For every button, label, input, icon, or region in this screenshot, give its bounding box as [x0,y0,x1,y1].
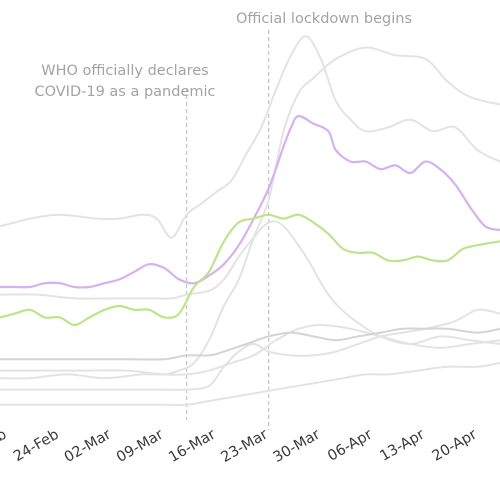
series-line [0,327,500,361]
series-line [0,35,500,239]
series-lines [0,35,500,407]
x-tick-label: 30-Mar [271,427,323,466]
series-line [0,308,500,391]
series-line [0,362,500,407]
series-line [0,220,500,345]
annotation-text: COVID-19 as a pandemic [34,84,215,100]
x-tick-label: 20-Apr [430,427,480,465]
series-line-highlight [0,213,500,327]
annotation-text: WHO officially declares [41,63,208,79]
x-tick-label: 06-Apr [325,427,375,465]
x-axis-tick-labels: 17-Feb 24-Feb 02-Mar 09-Mar 16-Mar 23-Mar 30-M… [0,427,480,466]
x-tick-label: 17-Feb [0,427,9,466]
x-tick-label: 09-Mar [114,427,166,466]
x-tick-label: 13-Apr [377,427,427,465]
x-tick-label: 16-Mar [166,427,218,466]
annotation-text: Official lockdown begins [236,11,412,27]
series-line [0,324,500,376]
annotations: WHO officially declares COVID-19 as a pan… [34,11,412,430]
series-line-highlight [0,114,500,289]
x-tick-label: 24-Feb [11,427,62,466]
x-tick-label: 23-Mar [218,427,270,466]
x-tick-label: 02-Mar [62,427,114,466]
